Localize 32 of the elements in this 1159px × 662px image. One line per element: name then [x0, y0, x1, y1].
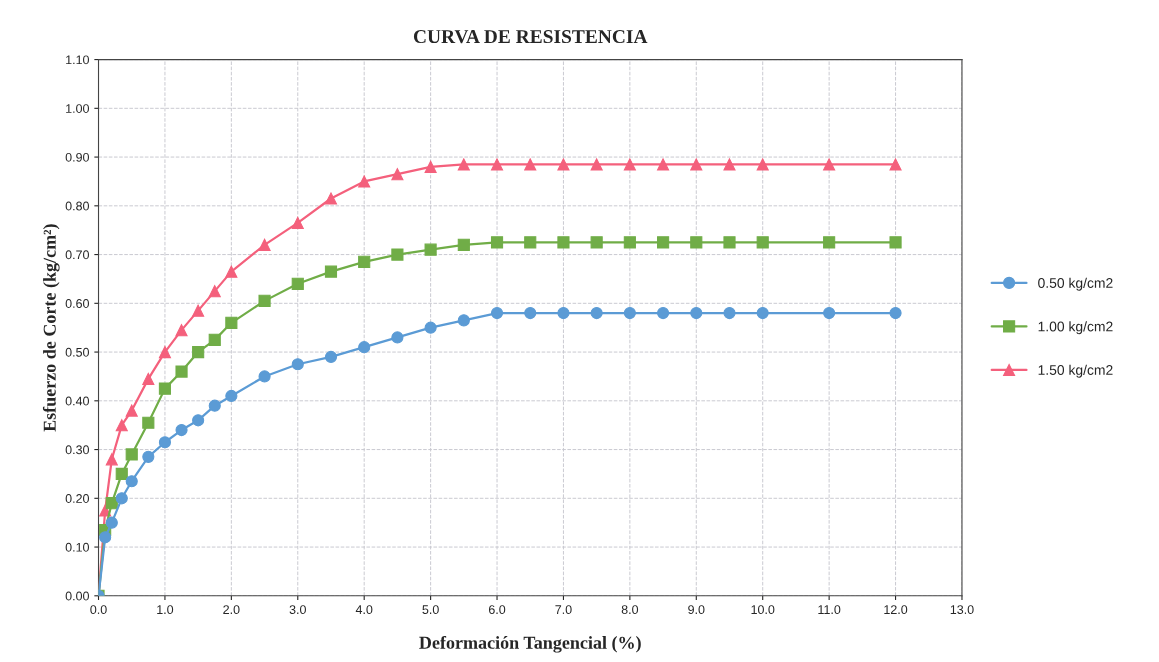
x-axis-title: Deformación Tangencial (%) — [419, 635, 641, 653]
y-tick-label: 1.10 — [66, 55, 89, 65]
legend-label: 0.50 kg/cm2 — [1038, 277, 1113, 291]
y-tick-label: 0.30 — [65, 445, 89, 455]
x-tick-label: 10.0 — [751, 605, 775, 615]
x-tick-label: 11.0 — [818, 605, 841, 615]
y-tick-label: 0.50 — [65, 347, 89, 357]
x-tick-label: 8.0 — [621, 605, 639, 615]
legend-label: 1.50 kg/cm2 — [1038, 364, 1113, 378]
y-axis-title: Esfuerzo de Corte (kg/cm²) — [42, 224, 60, 432]
y-tick-label: 0.00 — [65, 591, 89, 601]
x-tick-label: 13.0 — [950, 605, 974, 615]
x-tick-label: 4.0 — [355, 605, 373, 615]
legend-label: 1.00 kg/cm2 — [1038, 321, 1113, 335]
x-tick-label: 1.0 — [157, 605, 174, 615]
x-tick-label: 6.0 — [488, 605, 506, 615]
x-tick-label: 7.0 — [555, 605, 572, 615]
x-tick-label: 12.0 — [884, 605, 908, 615]
x-tick-label: 9.0 — [688, 605, 705, 615]
y-tick-label: 0.40 — [65, 396, 89, 406]
y-tick-label: 0.20 — [65, 494, 89, 503]
x-tick-label: 3.0 — [289, 605, 306, 615]
chart-title: CURVA DE RESISTENCIA — [413, 30, 648, 44]
y-tick-label: 0.70 — [65, 250, 89, 260]
y-tick-label: 0.60 — [65, 299, 89, 308]
y-tick-label: 1.00 — [66, 104, 89, 113]
x-tick-label: 2.0 — [223, 605, 240, 615]
x-tick-label: 0.0 — [90, 605, 107, 615]
y-tick-label: 0.80 — [65, 201, 89, 211]
y-tick-label: 0.90 — [65, 152, 89, 162]
y-tick-label: 0.10 — [65, 542, 89, 552]
x-tick-label: 5.0 — [422, 605, 439, 615]
